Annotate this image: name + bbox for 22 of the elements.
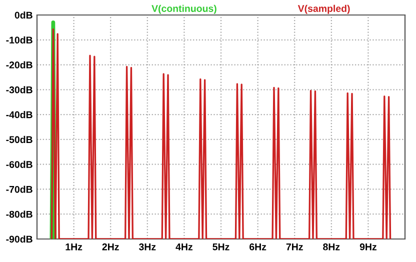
y-tick-label: -20dB [6, 61, 32, 68]
y-tick-label: -10dB [6, 36, 32, 44]
text: V(sampled) [298, 4, 350, 14]
y-tick-label: 0dB [14, 11, 32, 19]
y-tick-label: -60dB [6, 160, 32, 168]
text: V(continuous) [152, 4, 216, 14]
y-tick-label: -30dB [6, 86, 32, 94]
x-tick-label: 3Hz [138, 243, 156, 250]
x-tick-label: 4Hz [176, 244, 192, 250]
y-tick-label: -90dB [6, 235, 32, 243]
y-tick-label: -40dB [6, 111, 32, 118]
x-tick-label: 6Hz [250, 243, 266, 250]
x-tick-label: 8Hz [323, 243, 340, 250]
y-tick-label: -50dB [6, 136, 32, 144]
x-tick-label: 2Hz [102, 243, 119, 250]
x-tick-label: 5Hz [212, 244, 230, 250]
x-tick-label: 7Hz [286, 244, 303, 250]
y-tick-label: -80dB [6, 210, 32, 218]
line-series [50, 28, 392, 239]
x-tick-label: 1Hz [66, 244, 82, 250]
y-tick-label: -70dB [6, 186, 32, 193]
x-tick-label: 9Hz [360, 243, 376, 250]
